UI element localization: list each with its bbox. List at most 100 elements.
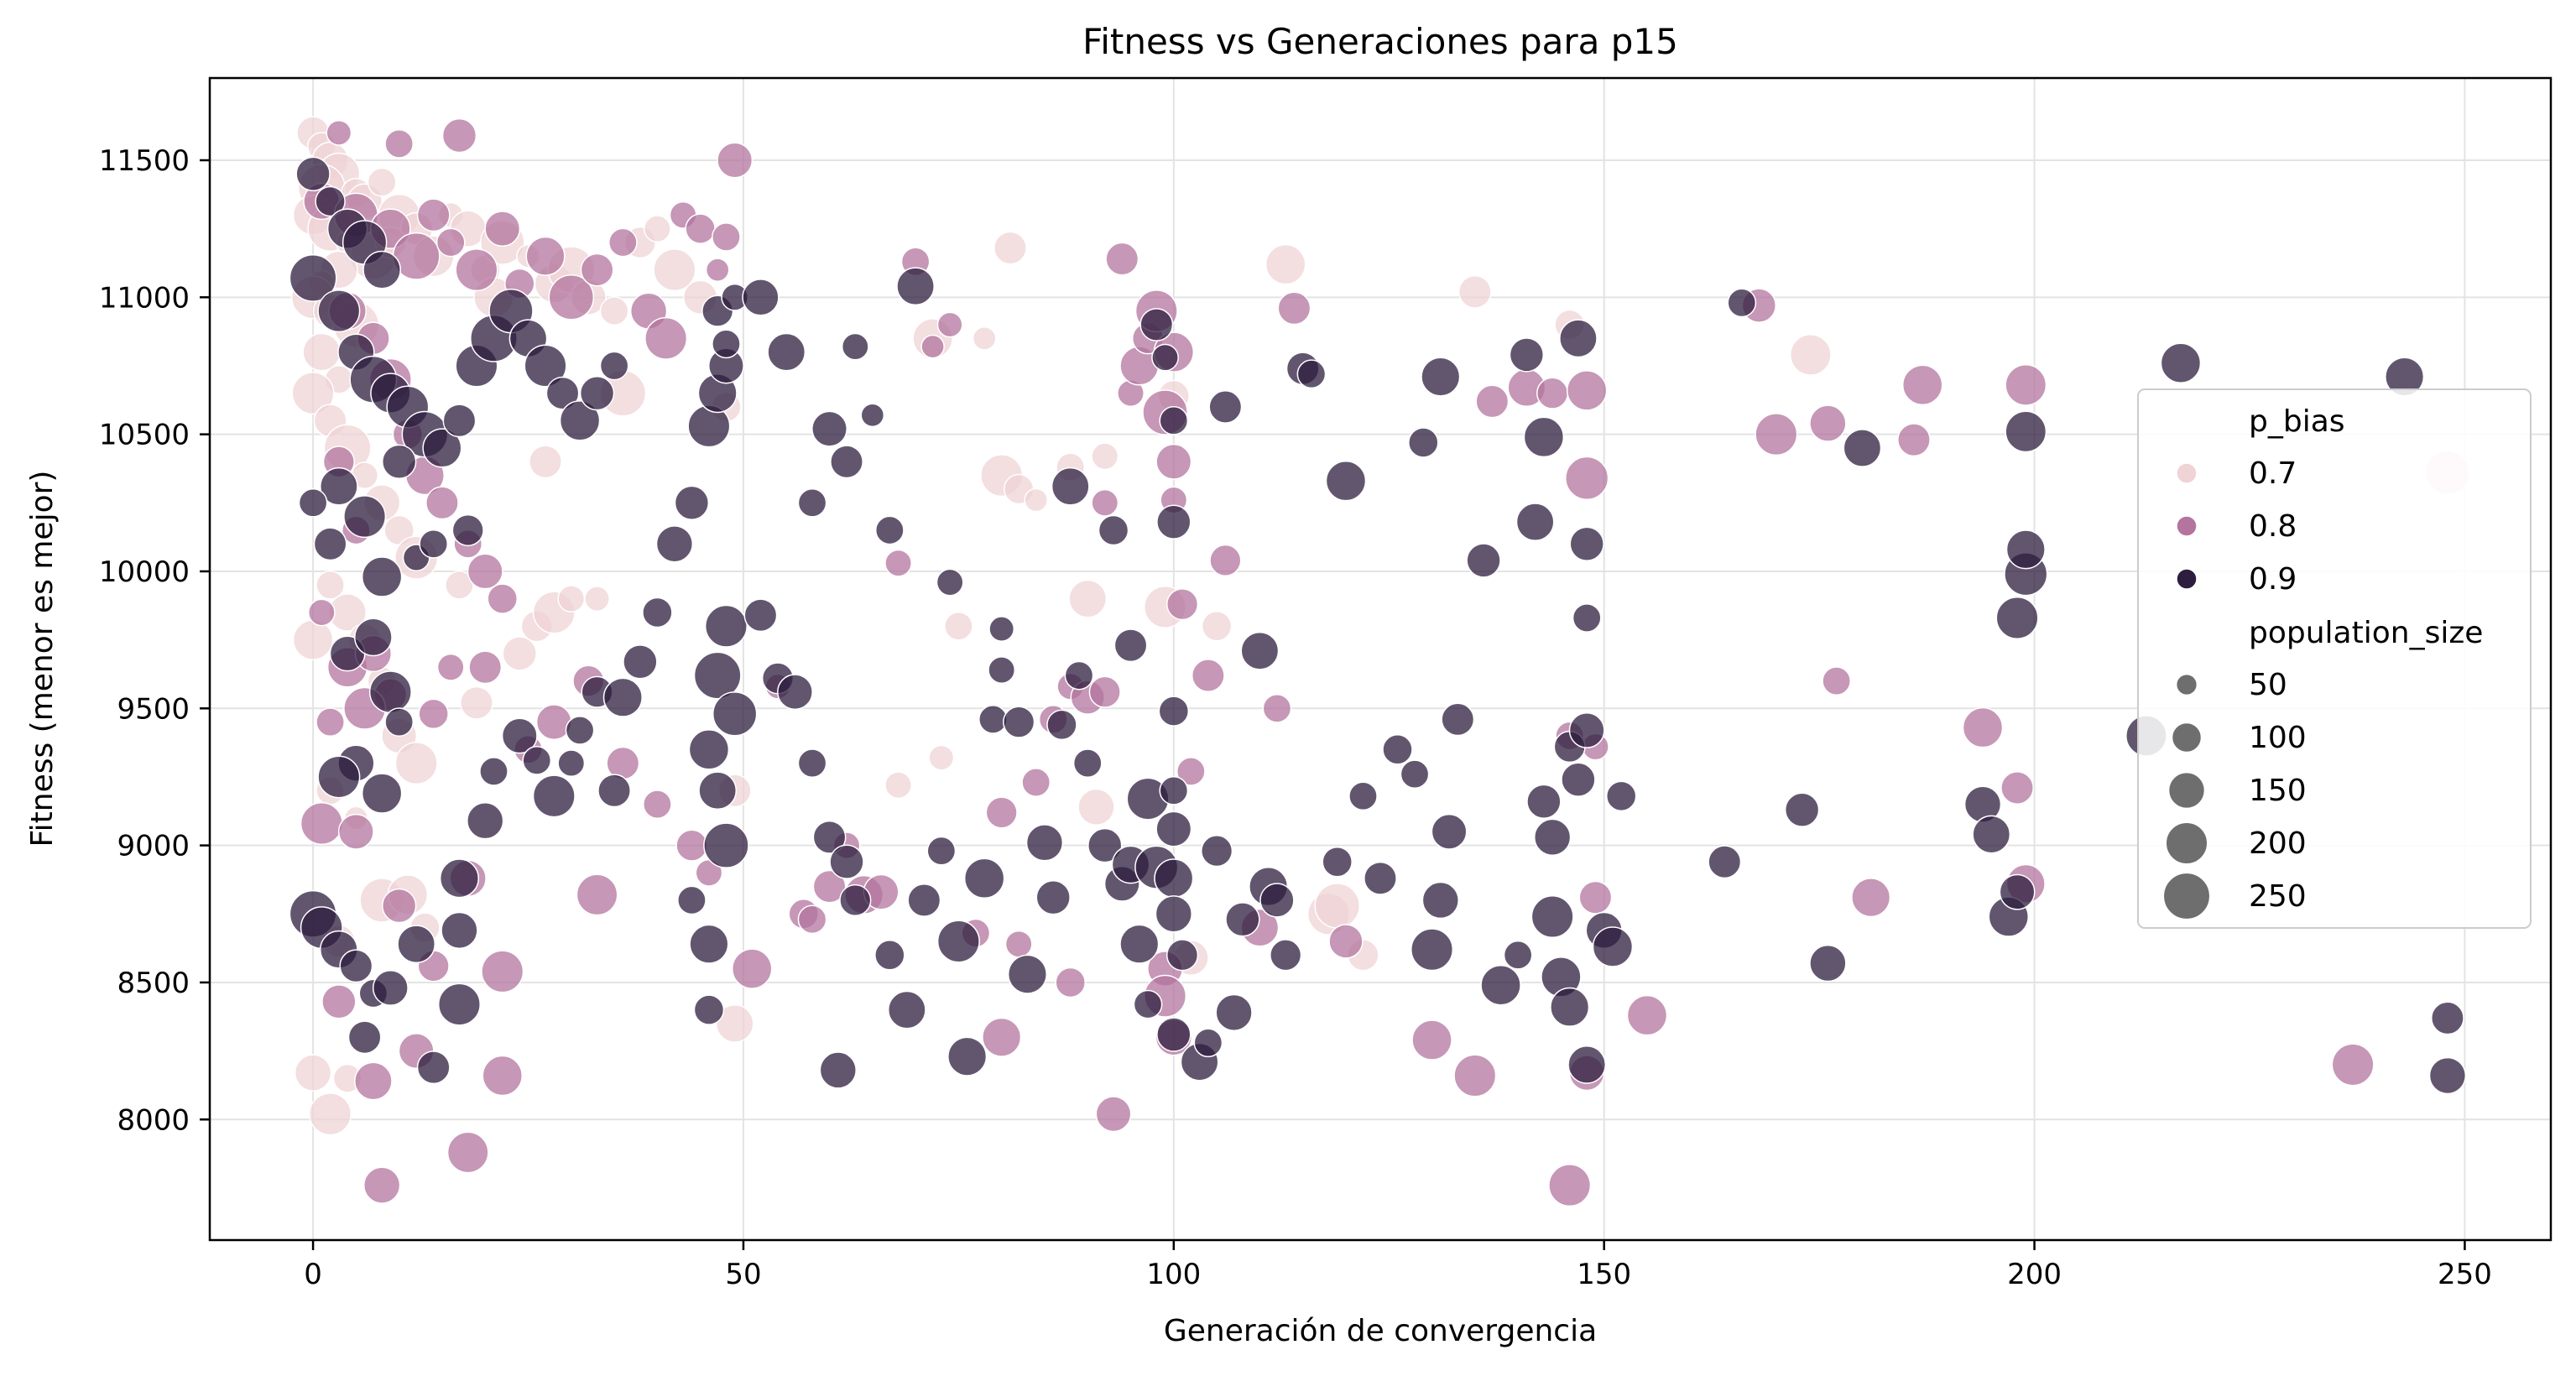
data-point xyxy=(1095,1096,1132,1133)
data-point xyxy=(502,636,537,671)
data-point xyxy=(972,326,997,351)
data-point xyxy=(655,525,694,563)
data-point xyxy=(1025,824,1064,862)
data-point xyxy=(326,119,352,146)
data-point xyxy=(712,329,741,359)
data-point xyxy=(384,129,415,159)
y-axis-label: Fitness (menor es mejor) xyxy=(25,471,60,847)
data-point xyxy=(1411,1019,1452,1061)
data-point xyxy=(307,598,336,627)
data-point xyxy=(1999,873,2036,910)
data-point xyxy=(1193,1028,1223,1058)
data-point xyxy=(315,707,345,737)
legend-size-marker xyxy=(2171,722,2203,753)
data-point xyxy=(712,691,758,737)
chart-title: Fitness vs Generaciones para p15 xyxy=(1082,21,1678,62)
data-point xyxy=(1457,274,1492,309)
data-point xyxy=(1408,427,1439,458)
data-point xyxy=(993,231,1027,265)
data-point xyxy=(1007,954,1048,994)
data-point xyxy=(368,670,412,714)
data-point xyxy=(1509,337,1545,373)
data-point xyxy=(1441,702,1475,737)
data-point xyxy=(1727,288,1757,318)
data-point xyxy=(319,466,358,506)
data-point xyxy=(884,549,912,577)
data-point xyxy=(1843,429,1882,467)
data-point xyxy=(767,332,806,372)
legend-size-label: 50 xyxy=(2249,668,2287,702)
data-point xyxy=(988,656,1016,684)
data-point xyxy=(742,279,780,316)
data-point xyxy=(643,790,672,819)
legend-hue-label: 0.9 xyxy=(2249,562,2297,597)
data-point xyxy=(1064,660,1094,691)
data-point xyxy=(693,651,742,700)
points-layer xyxy=(289,116,2470,1207)
data-point xyxy=(1421,881,1459,920)
data-point xyxy=(1348,781,1378,811)
data-point xyxy=(2428,1056,2467,1095)
data-point xyxy=(1567,1045,1607,1084)
y-tick-label: 9000 xyxy=(117,830,190,863)
data-point xyxy=(522,746,552,775)
data-point xyxy=(1091,488,1119,517)
data-point xyxy=(1550,987,1590,1027)
data-point xyxy=(501,717,538,754)
data-point xyxy=(1201,835,1233,868)
data-point xyxy=(467,553,503,590)
data-point xyxy=(1548,1164,1592,1207)
data-point xyxy=(441,911,478,950)
data-point xyxy=(1515,503,1555,542)
data-point xyxy=(1523,416,1565,458)
data-point xyxy=(1822,666,1851,696)
data-point xyxy=(381,444,417,480)
legend: p_bias 0.7 0.8 0.9 population_size 50 100 15… xyxy=(2137,388,2532,929)
data-point xyxy=(685,213,716,244)
data-point xyxy=(1466,543,1501,578)
data-point xyxy=(455,248,498,292)
data-point xyxy=(384,707,415,737)
data-point xyxy=(597,774,632,808)
data-point xyxy=(1155,443,1192,480)
data-point xyxy=(1325,460,1367,502)
data-point xyxy=(1156,504,1192,539)
data-point xyxy=(1209,544,1242,577)
data-point xyxy=(642,597,673,628)
data-point xyxy=(435,227,466,258)
data-point xyxy=(2331,1043,2375,1087)
data-point xyxy=(361,773,403,814)
data-point xyxy=(1072,748,1103,778)
data-point xyxy=(1578,880,1613,915)
data-point xyxy=(525,236,566,276)
data-point xyxy=(529,445,562,479)
data-point xyxy=(416,198,451,232)
data-point xyxy=(936,568,964,597)
data-point xyxy=(829,844,864,879)
legend-box xyxy=(2137,388,2532,929)
data-point xyxy=(1536,377,1569,409)
data-point xyxy=(1270,939,1302,972)
data-point xyxy=(1755,413,1798,456)
y-tick-label: 11000 xyxy=(99,281,190,315)
data-point xyxy=(944,611,973,641)
data-point xyxy=(1004,930,1033,958)
data-point xyxy=(1962,706,2004,748)
data-point xyxy=(920,334,945,359)
data-point xyxy=(860,403,885,428)
data-point xyxy=(830,445,863,479)
data-point xyxy=(936,920,980,963)
data-point xyxy=(481,950,524,993)
data-point xyxy=(1592,926,1634,967)
data-point xyxy=(2005,363,2047,406)
data-point xyxy=(1480,964,1521,1006)
x-tick-label: 250 xyxy=(2438,1258,2492,1291)
legend-size-marker xyxy=(2162,872,2211,920)
data-point xyxy=(467,802,504,840)
data-point xyxy=(839,883,872,917)
data-point xyxy=(743,598,778,633)
data-point xyxy=(313,527,347,561)
data-point xyxy=(1159,775,1189,805)
data-point xyxy=(1475,384,1510,419)
